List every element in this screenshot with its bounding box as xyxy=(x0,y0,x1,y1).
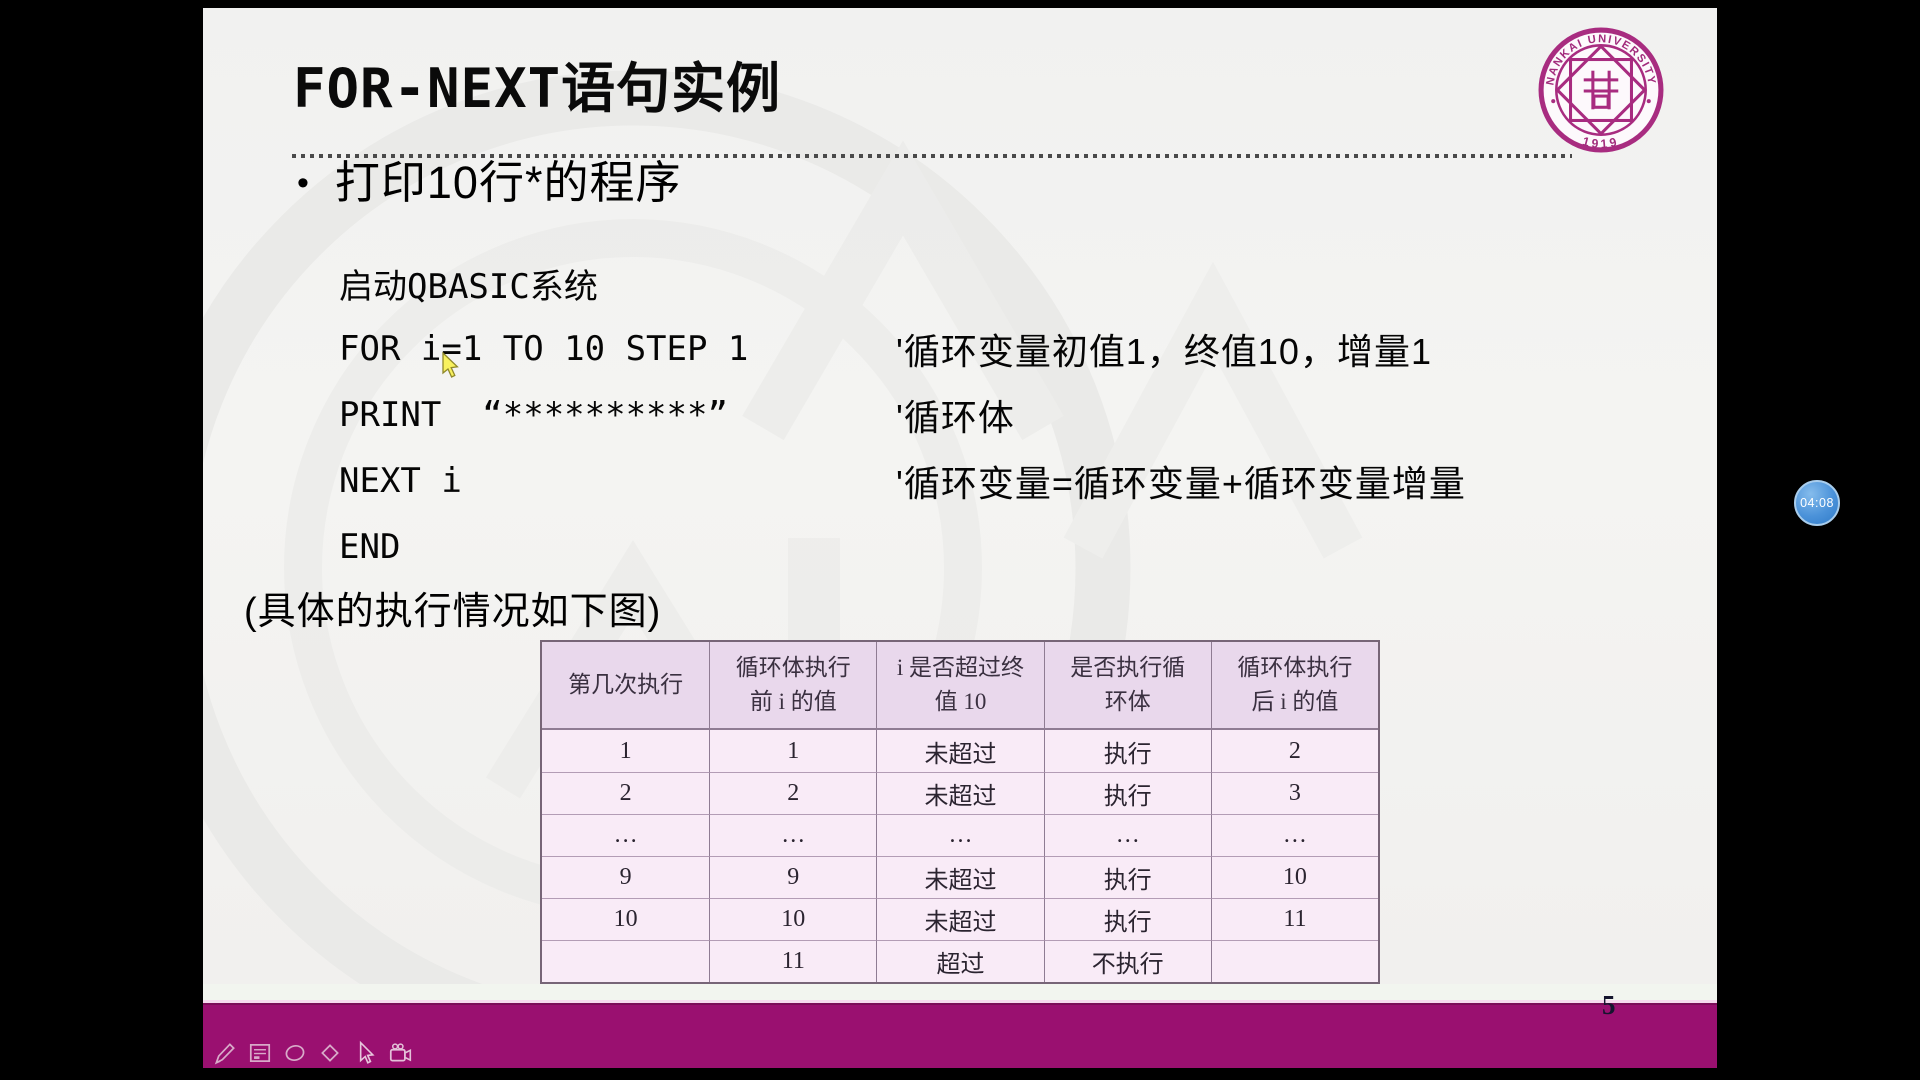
bottom-accent-bar xyxy=(203,1003,1717,1068)
table-cell: … xyxy=(542,814,710,856)
table-cell: 3 xyxy=(1210,772,1378,814)
table-cell: 2 xyxy=(1210,730,1378,772)
table-cell: 9 xyxy=(542,856,710,898)
pen-tool-icon[interactable] xyxy=(212,1040,238,1066)
code-text: NEXT i xyxy=(339,461,462,501)
table-cell: 2 xyxy=(709,772,877,814)
table-header-cell: 是否执行循 环体 xyxy=(1043,642,1211,730)
table-cell: 未超过 xyxy=(876,898,1044,940)
note-line: (具体的执行情况如下图) xyxy=(244,591,662,633)
table-cell xyxy=(542,940,710,982)
table-cell: 执行 xyxy=(1043,772,1211,814)
presentation-slide: FOR-NEXT语句实例 • 打印10行*的程序 启动QBASIC系统 FOR … xyxy=(203,8,1717,984)
table-cell: 10 xyxy=(542,898,710,940)
code-line: FOR i=1 TO 10 STEP 1 '循环变量初值1，终值10，增量1 xyxy=(339,316,1466,382)
table-cell: 10 xyxy=(709,898,877,940)
page-number: 5 xyxy=(1602,990,1616,1020)
code-text: FOR i=1 TO 10 STEP 1 xyxy=(339,329,749,369)
table-cell: 执行 xyxy=(1043,898,1211,940)
code-comment: '循环变量=循环变量+循环变量增量 xyxy=(896,463,1466,504)
camera-tool-icon[interactable] xyxy=(387,1040,413,1066)
code-comment: '循环体 xyxy=(896,397,1015,438)
timer-value: 04:08 xyxy=(1800,496,1834,510)
notes-panel-icon[interactable] xyxy=(247,1040,273,1066)
nankai-university-seal-logo: NANKAI UNIVERSITY 1919 xyxy=(1538,27,1664,153)
table-cell: 11 xyxy=(1210,898,1378,940)
code-line: NEXT i '循环变量=循环变量+循环变量增量 xyxy=(339,448,1466,514)
table-cell: 未超过 xyxy=(876,856,1044,898)
code-text: END xyxy=(339,527,401,567)
table-cell: 未超过 xyxy=(876,730,1043,772)
recording-timer-badge[interactable]: 04:08 xyxy=(1794,480,1840,526)
table-cell: 10 xyxy=(1210,856,1378,898)
seal-emblem-glyphs xyxy=(1583,70,1619,110)
code-line: PRINT “**********” '循环体 xyxy=(339,382,1466,448)
seal-arc-text-bottom: 1919 xyxy=(1581,134,1618,151)
table-cell: 1 xyxy=(619,737,632,764)
table-cell: 未超过 xyxy=(876,772,1044,814)
code-line: END xyxy=(339,514,1466,580)
bullet-text: 打印10行*的程序 xyxy=(334,157,682,208)
table-cell: 2 xyxy=(542,772,710,814)
table-header-cell: 第几次执行 xyxy=(542,642,710,730)
code-line: 启动QBASIC系统 xyxy=(339,250,1466,316)
table-header-cell: 循环体执行 前 i 的值 xyxy=(709,642,877,730)
slide-bottom-accent-line xyxy=(203,1000,1717,1003)
table-cell: … xyxy=(876,814,1044,856)
table-cell: 9 xyxy=(709,856,877,898)
table-cell: … xyxy=(1043,814,1211,856)
ellipse-tool-icon[interactable] xyxy=(282,1040,308,1066)
code-block: 启动QBASIC系统 FOR i=1 TO 10 STEP 1 '循环变量初值1… xyxy=(339,250,1466,580)
mouse-cursor xyxy=(442,352,459,378)
table-cell: 1 xyxy=(709,730,876,772)
slide-title: FOR-NEXT语句实例 xyxy=(293,57,782,120)
table-header-cell: i 是否超过终 值 10 xyxy=(876,642,1044,730)
table-cell: 不执行 xyxy=(1043,940,1211,982)
execution-table: 第几次执行 循环体执行 前 i 的值 i 是否超过终 值 10 是否执行循 环体… xyxy=(540,640,1380,984)
table-cell: … xyxy=(709,814,877,856)
code-text: PRINT “**********” xyxy=(339,395,728,435)
bullet-line: • 打印10行*的程序 xyxy=(297,156,681,210)
slide-bottom-strip xyxy=(203,984,1717,1000)
annotation-toolbar xyxy=(212,1040,413,1066)
table-cell: … xyxy=(1210,814,1378,856)
bullet-marker: • xyxy=(297,164,309,202)
table-header-cell: 循环体执行 后 i 的值 xyxy=(1210,642,1378,730)
table-cell xyxy=(1210,940,1378,982)
table-cell: 超过 xyxy=(876,940,1044,982)
eraser-tool-icon[interactable] xyxy=(317,1040,343,1066)
pointer-tool-icon[interactable] xyxy=(352,1040,378,1066)
table-cell: 执行 xyxy=(1043,856,1211,898)
title-divider xyxy=(292,154,1572,158)
code-comment: '循环变量初值1，终值10，增量1 xyxy=(896,331,1432,372)
code-text: 启动QBASIC系统 xyxy=(339,266,598,307)
svg-text:1919: 1919 xyxy=(1581,134,1621,151)
table-cell: 11 xyxy=(709,940,877,982)
table-cell: 执行 xyxy=(1043,730,1211,772)
